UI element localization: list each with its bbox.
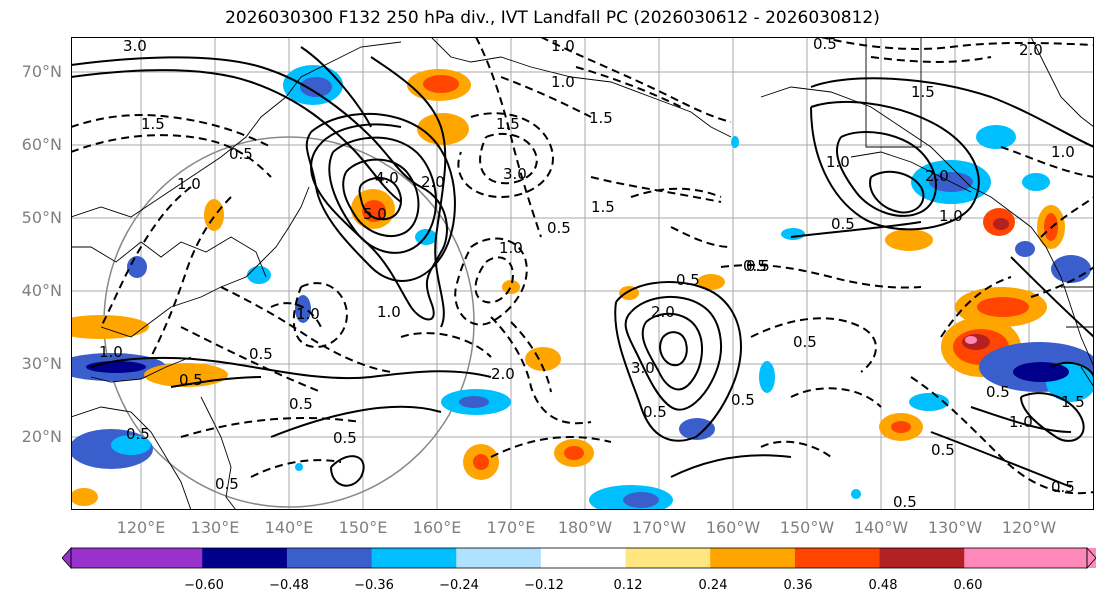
contour-label: 0.5 — [229, 145, 253, 163]
map-title: 2026030300 F132 250 hPa div., IVT Landfa… — [225, 8, 880, 28]
contour-label: 2.0 — [491, 365, 515, 383]
colorbar-segment — [286, 548, 373, 568]
colorbar-segment — [456, 548, 542, 568]
contour-label: 0.5 — [643, 403, 667, 421]
colorbar-tick: −0.48 — [269, 578, 309, 593]
lon-label: 140°E — [264, 518, 314, 537]
contour-label: 1.0 — [99, 343, 123, 361]
colorbar-segments — [62, 548, 1096, 568]
lon-label: 160°W — [705, 518, 761, 537]
contour-label: 0.5 — [831, 215, 855, 233]
colorbar-segment — [71, 548, 203, 568]
contour-label: 0.5 — [813, 37, 837, 53]
lat-label: 40°N — [21, 281, 62, 300]
contour-label: 0.5 — [1051, 478, 1075, 496]
colorbar-tick: 0.36 — [783, 578, 813, 593]
contour-label: 0.5 — [986, 383, 1010, 401]
contour-label: 1.0 — [377, 303, 401, 321]
contour-label: 1.0 — [177, 175, 201, 193]
colorbar-extend-low — [62, 548, 71, 568]
contour-label: 1.0 — [551, 37, 575, 55]
colorbar-segment — [540, 548, 627, 568]
contour-label: 2.0 — [925, 167, 949, 185]
lon-label: 120°E — [116, 518, 166, 537]
contour-label: 0.5 — [743, 257, 767, 275]
map-plot-area[interactable]: 3.0 1.0 1.5 2.0 0.5 1.5 0.5 1.0 4.0 5.0 … — [71, 37, 1094, 510]
colorbar-tick: 0.48 — [868, 578, 898, 593]
contour-label: 0.5 — [547, 219, 571, 237]
colorbar-segment — [879, 548, 965, 568]
colorbar — [62, 546, 1096, 570]
lat-label: 30°N — [21, 354, 62, 373]
contour-label: 1.0 — [1009, 413, 1033, 431]
lat-label: 50°N — [21, 208, 62, 227]
colorbar-tick: −0.24 — [439, 578, 479, 593]
contour-label: 3.0 — [503, 165, 527, 183]
contour-label: 5.0 — [363, 205, 387, 223]
contour-label: 0.5 — [333, 429, 357, 447]
contour-label: 3.0 — [631, 359, 655, 377]
colorbar-tick: −0.60 — [184, 578, 224, 593]
colorbar-tick: 0.12 — [613, 578, 643, 593]
contour-label: 0.5 — [731, 391, 755, 409]
dashed-contours — [71, 37, 1094, 495]
contour-label: 1.5 — [141, 115, 165, 133]
contour-label: 0.5 — [676, 271, 700, 289]
lat-label: 20°N — [21, 427, 62, 446]
lon-label: 180°W — [557, 518, 613, 537]
colorbar-tick: 0.60 — [953, 578, 983, 593]
contour-label: 1.5 — [591, 198, 615, 216]
contour-label: 0.5 — [289, 395, 313, 413]
lon-label: 170°E — [486, 518, 536, 537]
contour-label: 1.0 — [939, 207, 963, 225]
colorbar-segment — [625, 548, 711, 568]
contour-label: 1.5 — [1061, 393, 1085, 411]
lon-label: 140°W — [853, 518, 909, 537]
contour-label: 0.5 — [746, 257, 770, 275]
contour-label: 0.5 — [179, 371, 203, 389]
colorbar-segment — [710, 548, 796, 568]
contour-label: 1.5 — [496, 115, 520, 133]
solid-contours — [71, 46, 1094, 488]
contour-label: 4.0 — [375, 169, 399, 187]
contour-label: 3.0 — [123, 37, 147, 55]
lon-label: 130°E — [190, 518, 240, 537]
lon-label: 170°W — [631, 518, 687, 537]
contour-label: 1.5 — [911, 83, 935, 101]
lat-label: 70°N — [21, 62, 62, 81]
contour-label: 1.0 — [296, 305, 320, 323]
lat-label: 60°N — [21, 135, 62, 154]
colorbar-segment — [202, 548, 288, 568]
contour-label: 0.5 — [215, 475, 239, 493]
contour-label: 0.5 — [126, 425, 150, 443]
contour-label: 2.0 — [421, 173, 445, 191]
map-canvas: 3.0 1.0 1.5 2.0 0.5 1.5 0.5 1.0 4.0 5.0 … — [71, 37, 1094, 510]
contour-label: 0.5 — [931, 441, 955, 459]
coastlines — [71, 37, 1094, 510]
contour-label: 1.0 — [826, 153, 850, 171]
contour-label: 0.5 — [793, 333, 817, 351]
contour-label: 1.0 — [499, 239, 523, 257]
contour-label: 2.0 — [1019, 41, 1043, 59]
lon-label: 160°E — [412, 518, 462, 537]
contour-labels: 3.0 1.0 1.5 2.0 0.5 1.5 0.5 1.0 4.0 5.0 … — [99, 37, 1085, 510]
contour-label: 0.5 — [893, 493, 917, 510]
contour-label: 0.5 — [249, 345, 273, 363]
lon-label: 150°W — [779, 518, 835, 537]
contour-label: 2.0 — [651, 303, 675, 321]
contour-label: 1.0 — [1051, 143, 1075, 161]
colorbar-segment — [371, 548, 457, 568]
colorbar-tick: 0.24 — [698, 578, 728, 593]
graticule — [71, 37, 1094, 510]
colorbar-tick: −0.12 — [524, 578, 564, 593]
colorbar-tick: −0.36 — [354, 578, 394, 593]
colorbar-segment — [964, 548, 1096, 568]
colorbar-segment — [794, 548, 881, 568]
contour-label: 1.5 — [589, 109, 613, 127]
contour-label: 1.0 — [551, 73, 575, 91]
lon-label: 150°E — [338, 518, 388, 537]
lon-label: 120°W — [1001, 518, 1057, 537]
lon-label: 130°W — [927, 518, 983, 537]
